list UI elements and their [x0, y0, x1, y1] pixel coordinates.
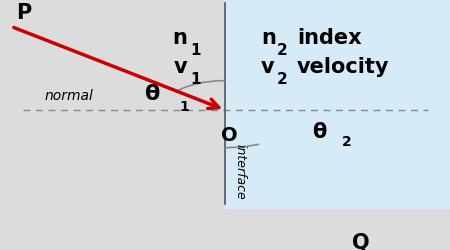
- Text: Q: Q: [352, 232, 369, 250]
- Text: θ: θ: [312, 122, 327, 141]
- Bar: [225, 0, 450, 208]
- Text: 2: 2: [277, 72, 288, 87]
- Text: v: v: [173, 57, 187, 77]
- Text: 2: 2: [342, 135, 351, 149]
- Text: O: O: [221, 125, 238, 144]
- Text: P: P: [16, 3, 31, 23]
- Text: interface: interface: [234, 143, 247, 199]
- Text: n: n: [172, 28, 188, 48]
- Text: 2: 2: [277, 42, 288, 58]
- Text: 1: 1: [190, 72, 201, 87]
- Text: θ: θ: [145, 84, 161, 104]
- Text: 1: 1: [180, 100, 189, 113]
- Bar: [0, 0, 225, 208]
- Text: index: index: [297, 28, 362, 48]
- Text: normal: normal: [45, 88, 94, 102]
- Text: n: n: [261, 28, 276, 48]
- Text: 1: 1: [190, 42, 201, 58]
- Text: velocity: velocity: [297, 57, 390, 77]
- Text: v: v: [261, 57, 274, 77]
